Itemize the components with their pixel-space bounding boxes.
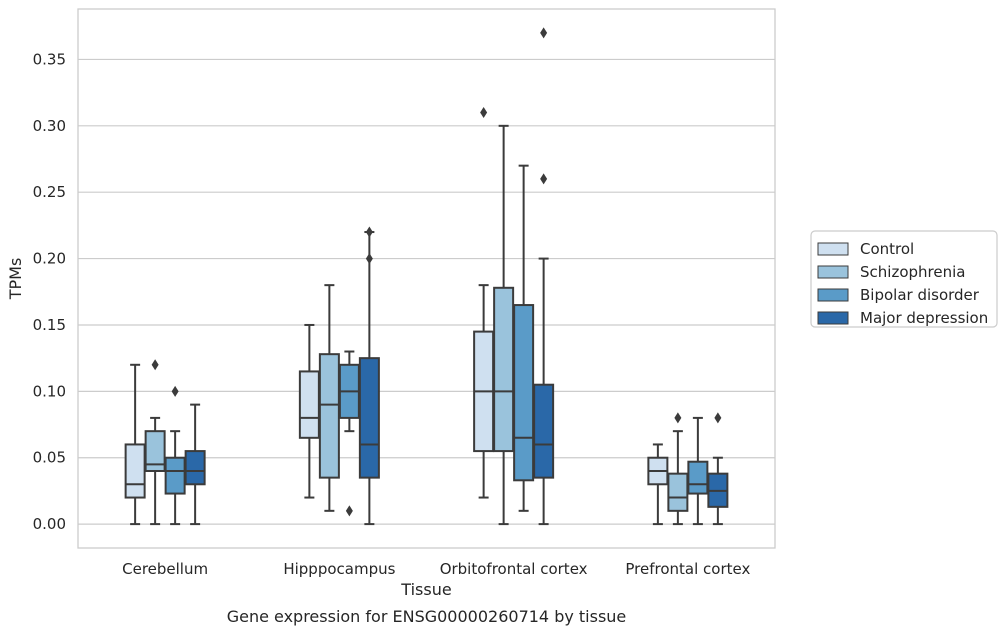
box-control	[124, 363, 146, 526]
legend-swatch	[817, 265, 849, 279]
legend: Control Schizophrenia Bipolar disorder Majo…	[810, 230, 998, 328]
y-tick-label: 0.20	[33, 250, 66, 268]
box-control	[298, 323, 320, 499]
x-axis-label: Tissue	[400, 580, 451, 599]
outlier-point	[480, 107, 488, 119]
legend-label: Bipolar disorder	[860, 286, 980, 304]
y-axis-label: TPMs	[6, 258, 25, 301]
box-schizophrenia	[318, 284, 340, 512]
box-schizophrenia	[493, 124, 515, 526]
iqr-box	[184, 450, 206, 486]
iqr-box	[533, 383, 555, 479]
x-tick-label: Cerebellum	[122, 560, 208, 578]
box-major-depression	[184, 403, 206, 526]
legend-label: Schizophrenia	[860, 263, 965, 281]
legend-label: Control	[860, 240, 914, 258]
iqr-box	[667, 472, 689, 512]
iqr-box	[513, 304, 535, 482]
box-bipolar-disorder	[687, 416, 709, 526]
box-schizophrenia	[667, 412, 689, 526]
iqr-box	[358, 357, 380, 479]
y-tick-label: 0.30	[33, 117, 66, 135]
y-tick-label: 0.05	[33, 449, 66, 467]
legend-swatch	[817, 288, 849, 302]
y-tick-label: 0.35	[33, 50, 66, 68]
outlier-point	[171, 385, 179, 397]
box-major-depression	[358, 226, 380, 526]
boxes	[124, 27, 729, 526]
iqr-box	[164, 456, 186, 495]
box-control	[473, 107, 495, 499]
outlier-point	[365, 226, 373, 238]
iqr-box	[298, 370, 320, 439]
y-tick-label: 0.15	[33, 316, 66, 334]
iqr-box	[687, 460, 709, 495]
outlier-point	[714, 412, 722, 424]
box-control	[647, 443, 669, 526]
iqr-box	[493, 286, 515, 453]
x-tick-label: Prefrontal cortex	[625, 560, 750, 578]
legend-frame	[810, 230, 998, 328]
box-bipolar-disorder	[513, 164, 535, 512]
x-tick-label: Hipppocampus	[283, 560, 395, 578]
box-schizophrenia	[144, 359, 166, 526]
box-major-depression	[707, 412, 729, 526]
x-axis-ticks: Cerebellum Hipppocampus Orbitofrontal cort…	[122, 560, 750, 578]
iqr-box	[144, 430, 166, 473]
box-bipolar-disorder	[164, 385, 186, 526]
iqr-box	[318, 353, 340, 479]
outlier-point	[151, 359, 159, 371]
y-axis-ticks: 0.00 0.05 0.10 0.15 0.20 0.25 0.30 0.35	[33, 50, 66, 533]
legend-swatch	[817, 242, 849, 256]
outlier-point	[540, 27, 548, 39]
outlier-point	[540, 173, 548, 185]
x-tick-label: Orbitofrontal cortex	[440, 560, 588, 578]
gridlines	[78, 58, 775, 525]
outlier-point	[345, 505, 353, 517]
y-tick-label: 0.10	[33, 382, 66, 400]
y-tick-label: 0.00	[33, 515, 66, 533]
outlier-point	[674, 412, 682, 424]
outlier-point	[365, 253, 373, 265]
plot-area-frame	[77, 8, 776, 549]
iqr-box	[124, 443, 146, 499]
box-major-depression	[533, 27, 555, 526]
legend-label: Major depression	[860, 309, 988, 327]
y-tick-label: 0.25	[33, 183, 66, 201]
chart-caption: Gene expression for ENSG00000260714 by t…	[227, 607, 627, 626]
box-bipolar-disorder	[338, 350, 360, 517]
legend-swatch	[817, 311, 849, 325]
